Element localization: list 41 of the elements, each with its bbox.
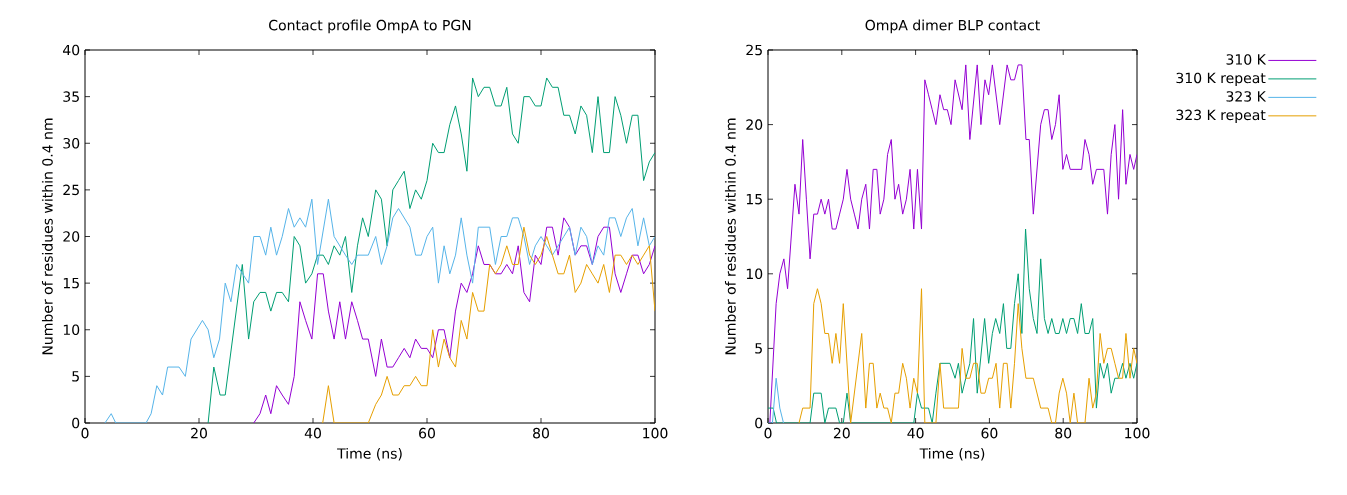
line-series — [207, 77, 656, 423]
y-tick-label: 30 — [63, 137, 80, 149]
y-tick-label: 20 — [746, 119, 763, 130]
x-tick-label: 40 — [907, 427, 924, 439]
x-tick-label: 60 — [981, 427, 998, 439]
y-tick-label: 5 — [755, 343, 762, 354]
x-tick-label: 60 — [419, 427, 435, 439]
legend-label: 310 K repeat — [1176, 72, 1266, 86]
chart-title: OmpA dimer BLP contact — [865, 19, 1040, 34]
line-series — [769, 64, 1138, 423]
y-tick-label: 25 — [746, 44, 762, 56]
y-axis-title: Number of residues within 0.4 nm — [41, 118, 53, 355]
line-series — [322, 226, 656, 423]
y-tick-label: 25 — [63, 184, 79, 196]
y-tick-label: 40 — [63, 44, 80, 56]
y-tick-label: 15 — [63, 277, 79, 289]
x-axis-title: Time (ns) — [919, 447, 985, 461]
x-tick-label: 80 — [1055, 427, 1072, 439]
legend-label: 310 K — [1226, 54, 1267, 65]
y-tick-label: 0 — [72, 417, 80, 429]
y-tick-label: 10 — [63, 324, 80, 336]
x-tick-label: 100 — [643, 427, 668, 439]
x-tick-label: 20 — [833, 427, 850, 439]
y-tick-label: 0 — [755, 417, 763, 429]
y-tick-label: 20 — [63, 231, 80, 242]
y-tick-label: 10 — [746, 268, 763, 280]
chart-title: Contact profile OmpA to PGN — [269, 19, 471, 34]
x-tick-label: 80 — [533, 427, 549, 439]
legend-label: 323 K repeat — [1176, 109, 1266, 123]
x-tick-label: 0 — [764, 427, 772, 439]
y-tick-label: 15 — [746, 194, 762, 205]
y-axis-title: Number of residues within 0.4 nm — [724, 118, 736, 355]
y-tick-label: 35 — [63, 91, 79, 102]
x-tick-label: 100 — [1125, 427, 1150, 439]
legend-label: 323 K — [1226, 91, 1267, 102]
x-tick-label: 40 — [304, 427, 321, 439]
y-tick-label: 5 — [72, 371, 79, 382]
line-series — [253, 217, 656, 423]
x-tick-label: 20 — [191, 427, 207, 439]
x-tick-label: 0 — [81, 427, 89, 439]
x-axis-title: Time (ns) — [337, 447, 402, 461]
